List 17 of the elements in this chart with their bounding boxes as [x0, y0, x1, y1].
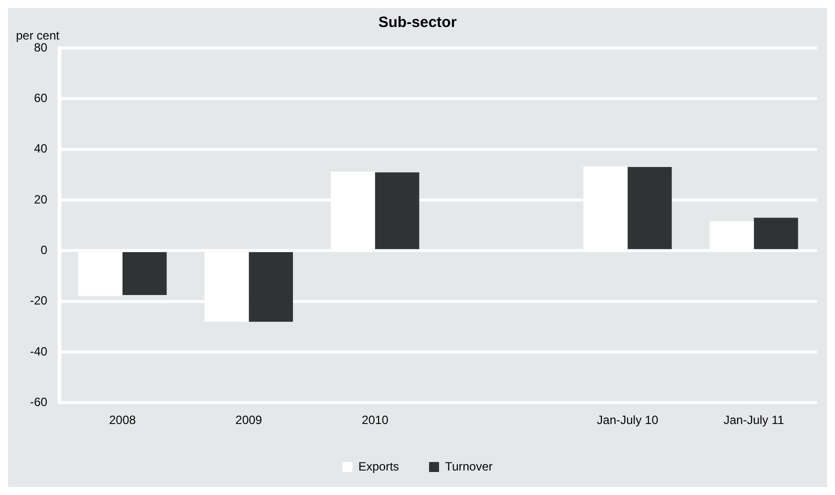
y-tick-label: -60 — [30, 394, 48, 409]
y-tick-label: 0 — [40, 242, 48, 257]
legend-label: Exports — [358, 459, 400, 474]
y-tick-label: 60 — [34, 90, 48, 105]
y-tick-label: -20 — [30, 294, 48, 308]
x-tick-label: 2009 — [235, 413, 262, 428]
x-tick-label: Jan-July 10 — [596, 413, 659, 428]
legend-label: Turnover — [445, 459, 493, 474]
y-axis-title: per cent — [16, 28, 60, 42]
chart-title: Sub-sector — [378, 14, 457, 32]
y-tick-label: 80 — [34, 40, 48, 54]
y-tick-label: -40 — [30, 344, 48, 358]
x-tick-label: Jan-July 11 — [724, 413, 784, 428]
y-tick-label: 20 — [34, 192, 48, 206]
x-tick-label: 2010 — [362, 413, 389, 428]
y-tick-label: 40 — [34, 142, 48, 156]
x-tick-label: 2008 — [109, 413, 136, 428]
